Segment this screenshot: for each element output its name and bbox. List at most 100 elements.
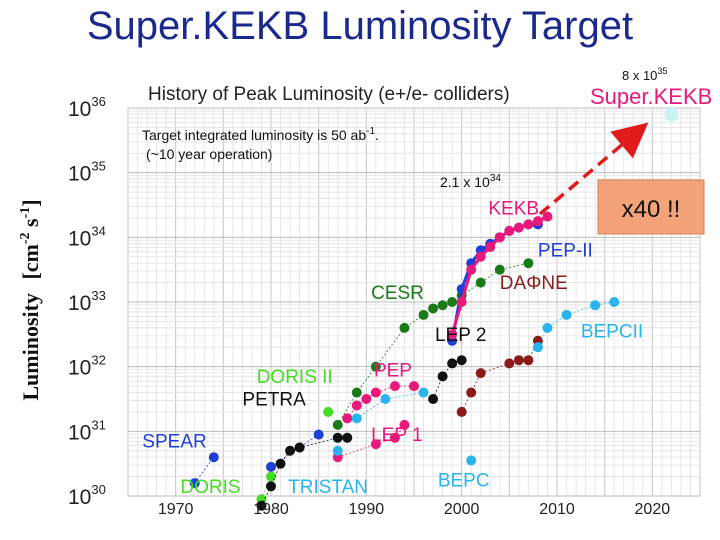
data-point	[294, 442, 305, 453]
data-point	[428, 394, 439, 404]
data-point	[342, 432, 353, 443]
target-note-line2: (~10 year operation)	[146, 146, 272, 162]
data-point	[266, 471, 276, 482]
factor-box	[597, 179, 705, 235]
kekb-peak-exp: 34	[490, 173, 502, 184]
y-axis-label: Luminosity [cm-2 s-1]	[18, 199, 43, 400]
data-point	[437, 371, 448, 382]
series-pep	[342, 381, 419, 424]
svg-text:Luminosity [cm-2 s-1]: Luminosity [cm-2 s-1]	[18, 199, 43, 400]
data-point	[523, 258, 534, 269]
ylabel-main: Luminosity	[18, 293, 43, 401]
x-tick-label: 2000	[444, 501, 480, 518]
data-point	[475, 368, 486, 379]
data-point	[313, 429, 324, 440]
data-point	[389, 432, 400, 443]
y-tick-label: 1032	[68, 353, 106, 380]
data-point	[466, 264, 477, 275]
y-tick-label: 1035	[68, 159, 106, 186]
data-point	[664, 107, 679, 122]
data-point	[189, 478, 200, 489]
y-tick-exp: 32	[91, 353, 105, 368]
y-tick-label: 1033	[68, 288, 106, 315]
series-cesr	[332, 258, 534, 430]
x-tick-label: 1970	[158, 501, 194, 518]
series-label: DORIS II	[257, 367, 333, 388]
data-point	[370, 439, 381, 450]
data-point	[399, 322, 410, 333]
data-point	[513, 355, 524, 366]
series-da-ne	[456, 335, 543, 417]
ylabel-close: ]	[18, 199, 43, 206]
target-note-line1: Target integrated luminosity is 50 ab-1.	[142, 126, 379, 143]
target-note-post: .	[375, 127, 379, 143]
ylabel-s: s	[18, 218, 43, 233]
grid	[127, 107, 701, 497]
x-tick-label: 2020	[635, 501, 671, 518]
series-label: CESR	[371, 283, 424, 304]
data-point	[370, 387, 381, 398]
y-tick-base: 10	[68, 486, 91, 509]
y-tick-label: 1031	[68, 417, 106, 444]
series-bepc	[466, 455, 477, 466]
data-point	[437, 300, 448, 311]
kekb-peak-value: 2.1 x 1034	[440, 173, 501, 190]
x-tick-label: 1980	[253, 501, 289, 518]
data-point	[409, 381, 419, 392]
data-point	[428, 303, 439, 314]
y-tick-exp: 33	[91, 288, 105, 303]
data-point	[532, 342, 543, 353]
series-label: KEKB	[488, 199, 539, 220]
data-point	[208, 452, 219, 463]
y-tick-base: 10	[68, 227, 91, 250]
y-tick-label: 1034	[68, 223, 106, 250]
series-label: PETRA	[242, 389, 306, 410]
data-point	[351, 413, 362, 424]
data-point	[266, 461, 276, 472]
series-label: DAΦNE	[500, 273, 568, 294]
data-series	[189, 107, 679, 511]
data-point	[370, 361, 381, 372]
axis-ticks: 1970 1980 1990 2000 2010 20201030103110321033…	[68, 94, 670, 518]
series-label: BEPC	[438, 470, 490, 491]
y-tick-base: 10	[68, 421, 91, 444]
data-point	[389, 381, 400, 392]
y-tick-exp: 36	[91, 94, 105, 109]
series-label: PEP	[374, 360, 412, 381]
data-point	[418, 309, 429, 320]
data-point	[447, 358, 458, 369]
series-kekb	[447, 211, 553, 340]
y-tick-exp: 30	[91, 482, 105, 497]
series-line	[337, 262, 529, 426]
series-label: LEP 1	[371, 425, 422, 446]
data-point	[609, 297, 620, 307]
kekb-peak-pre: 2.1 x 10	[440, 174, 490, 190]
data-point	[332, 419, 343, 430]
x-tick-label: 2010	[539, 501, 575, 518]
data-point	[504, 225, 515, 236]
ylabel-exp1: -2	[18, 232, 33, 244]
series-petra	[256, 432, 353, 511]
series-line	[356, 392, 424, 419]
data-point	[504, 358, 515, 369]
data-point	[466, 387, 477, 398]
series-line	[194, 456, 215, 484]
series-line	[270, 434, 319, 468]
y-tick-exp: 31	[91, 417, 105, 432]
slide-title: Super.KEKB Luminosity Target	[86, 4, 634, 48]
superkekb-value-pre: 8 x 10	[622, 68, 657, 83]
data-point	[456, 355, 467, 366]
data-point	[285, 445, 296, 456]
series-spear	[189, 452, 219, 489]
chart-title: History of Peak Luminosity (e+/e- collid…	[148, 84, 510, 105]
data-point	[542, 322, 553, 333]
data-point	[523, 355, 534, 366]
data-point	[456, 406, 467, 417]
superkekb-value-exp: 35	[657, 66, 667, 76]
y-tick-label: 1036	[68, 94, 106, 121]
y-tick-exp: 34	[91, 223, 105, 238]
ylabel-exp2: -1	[18, 207, 33, 219]
data-point	[380, 394, 391, 404]
